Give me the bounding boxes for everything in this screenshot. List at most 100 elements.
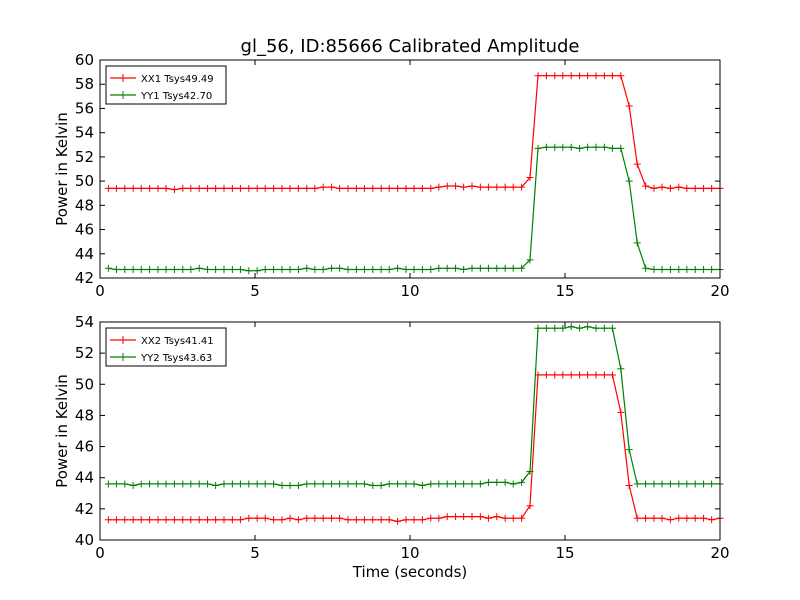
y-tick-label: 44 [75,245,94,263]
data-point [369,266,377,274]
data-point [129,184,137,192]
legend-label: YY1 Tsys42.70 [140,91,212,102]
data-point [410,266,418,274]
data-point [303,514,311,522]
data-point [385,516,393,524]
data-point [484,514,492,522]
data-point [146,184,154,192]
data-point [270,266,278,274]
data-point [476,183,484,191]
data-point [650,184,658,192]
data-point [708,184,716,192]
data-point [708,516,716,524]
data-point [154,184,162,192]
data-point [526,173,534,181]
y-tick-label: 46 [75,438,94,456]
data-point [319,480,327,488]
data-point [303,264,311,272]
data-point [576,144,584,152]
legend-entry: XX2 Tsys41.41 [110,336,214,347]
data-point [286,482,294,489]
data-point [112,516,120,524]
data-point [336,480,344,488]
legend-label: YY2 Tsys43.63 [140,353,212,364]
data-point [691,184,699,192]
data-point [493,264,501,272]
data-point [336,264,344,272]
data-point [501,514,509,522]
data-point [394,517,402,525]
data-point [642,480,650,488]
data-point [642,514,650,522]
data-point [253,514,261,522]
subplot-2: 0 5 10 15 20 40 42 44 46 48 50 52 54 Power in Kelvin T… [53,313,730,581]
data-point [146,480,154,488]
data-point [683,184,691,192]
data-point [170,186,178,194]
data-point [261,480,269,488]
data-point [542,72,550,80]
data-point [228,516,236,524]
x-tick-label: 0 [95,282,105,300]
data-point [608,72,616,80]
data-point [691,480,699,488]
data-point [658,514,666,522]
data-point [592,324,600,332]
data-point [385,480,393,488]
data-point [179,516,187,524]
data-point [617,144,625,152]
y-axis-label: Power in Kelvin [53,374,71,488]
data-point [394,480,402,488]
data-point [700,184,708,192]
data-point [427,266,435,274]
data-point [460,513,468,521]
data-point [617,72,625,80]
data-point [377,184,385,192]
x-tick-label: 10 [400,282,419,300]
data-point [212,516,220,524]
data-point [137,480,145,488]
data-point [162,266,170,274]
data-point [319,514,327,522]
data-point [228,480,236,488]
data-point [675,183,683,191]
data-point [204,516,212,524]
data-point [435,183,443,191]
data-point [418,184,426,192]
data-point [319,266,327,274]
data-point [121,480,129,488]
data-point [245,480,253,488]
data-point [526,467,534,475]
data-point [236,184,244,192]
data-point [121,516,129,524]
data-point [195,480,203,488]
data-point [476,480,484,488]
legend-box [105,65,227,105]
data-point [360,480,368,488]
data-point [542,371,550,379]
data-point [137,266,145,274]
x-tick-label: 5 [250,282,260,300]
data-point [468,264,476,272]
data-point [427,514,435,522]
legend: XX2 Tsys41.41 YY2 Tsys43.63 [105,327,227,367]
data-point [170,480,178,488]
data-point [270,184,278,192]
legend-label: XX2 Tsys41.41 [141,336,214,347]
data-point [236,480,244,488]
data-point [509,514,517,522]
data-point [625,482,633,489]
data-point [650,480,658,488]
data-point [104,184,112,192]
data-point [650,514,658,522]
data-point [576,371,584,379]
data-point [551,143,559,151]
x-tick-label: 20 [710,282,729,300]
data-point [402,516,410,524]
data-point [435,264,443,272]
data-point [683,266,691,274]
data-point [286,266,294,274]
data-point [658,266,666,274]
